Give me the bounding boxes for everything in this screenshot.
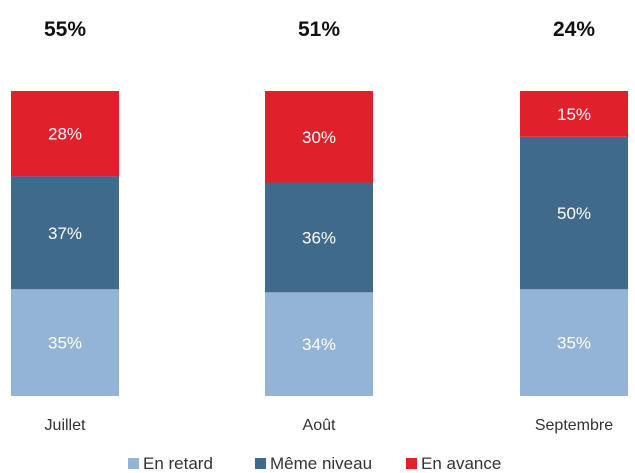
segment-label-en-avance: 30% [302, 128, 336, 147]
category-label: Septembre [535, 417, 613, 434]
bar-segment-meme-niveau [11, 176, 119, 290]
segment-label-meme-niveau: 37% [48, 224, 82, 243]
legend: En retard Même niveau En avance [128, 454, 501, 473]
legend-swatch-en-avance [406, 458, 417, 469]
category-label: Août [303, 417, 336, 434]
segment-label-en-retard: 35% [557, 334, 591, 353]
top-total-label: 55% [44, 18, 86, 41]
bar-segment-en-retard [520, 289, 628, 396]
segment-label-en-retard: 34% [302, 335, 336, 354]
bars-group: 35% 37% 28% 55% Juillet 34% 36% 30% 51% Août 35% 50… [11, 18, 628, 434]
segment-label-en-avance: 28% [48, 125, 82, 144]
legend-label-meme-niveau: Même niveau [270, 454, 372, 473]
top-total-label: 51% [298, 18, 340, 41]
bar-segment-en-avance [11, 91, 119, 177]
segment-label-en-retard: 35% [48, 334, 82, 353]
bar-segment-en-avance [265, 91, 373, 183]
legend-label-en-retard: En retard [143, 454, 213, 473]
segment-label-meme-niveau: 36% [302, 228, 336, 247]
category-label: Juillet [45, 417, 86, 434]
top-total-label: 24% [553, 18, 595, 41]
bar-segment-en-retard [265, 292, 373, 396]
legend-swatch-meme-niveau [255, 458, 266, 469]
bar-segment-meme-niveau [520, 136, 628, 290]
segment-label-meme-niveau: 50% [557, 204, 591, 223]
segment-label-en-avance: 15% [557, 105, 591, 124]
bar-segment-en-retard [11, 289, 119, 396]
bar-segment-meme-niveau [265, 182, 373, 293]
legend-swatch-en-retard [128, 458, 139, 469]
bar-segment-en-avance [520, 91, 628, 137]
legend-label-en-avance: En avance [421, 454, 501, 473]
